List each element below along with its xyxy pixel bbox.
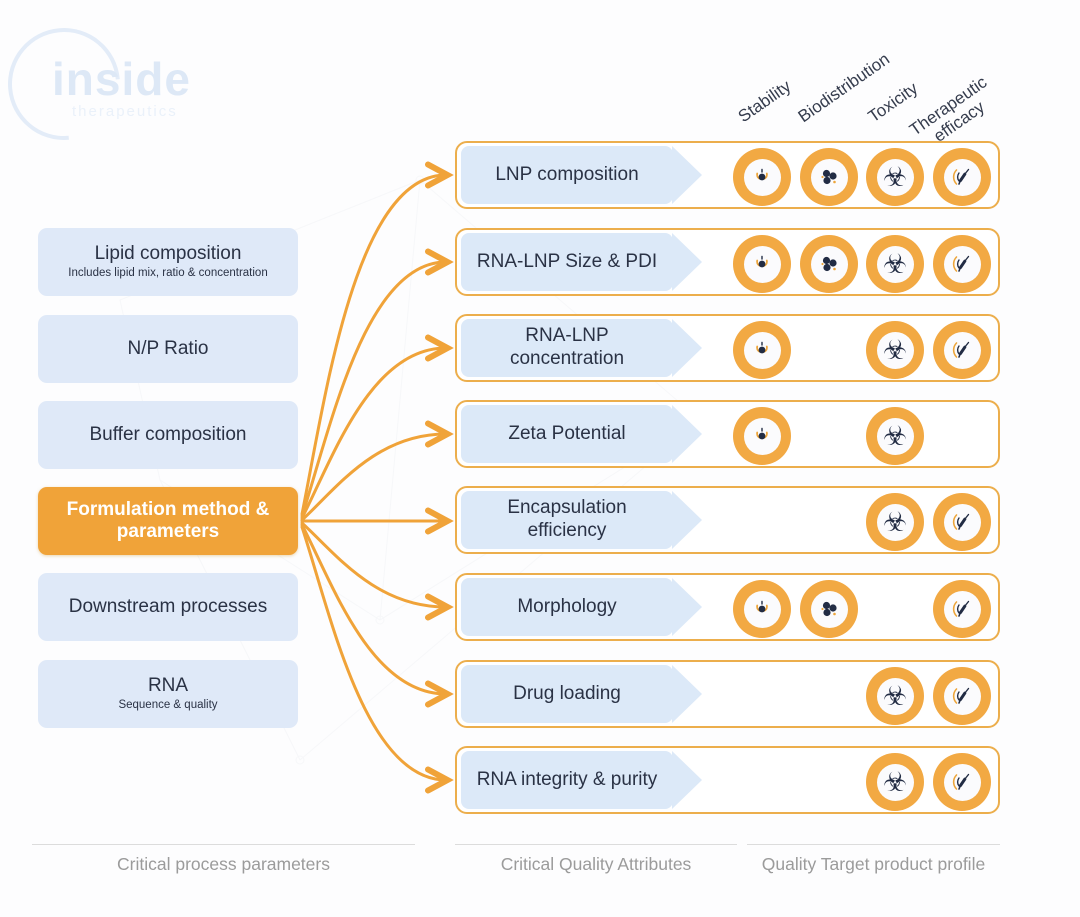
cqa-label-chevron: Drug loading — [461, 665, 702, 723]
biodistribution-icon — [800, 148, 858, 206]
cpp-label: Formulation method & parameters — [66, 499, 270, 542]
cpp-sublabel: Sequence & quality — [118, 699, 218, 712]
stability-icon — [733, 407, 791, 465]
cqa-label: RNA-LNP Size & PDI — [476, 250, 658, 272]
cqa-label: LNP composition — [495, 163, 639, 185]
qtpp-header-stability: Stability — [734, 76, 795, 127]
footer-label-critical-quality-attributes: Critical Quality Attributes — [500, 854, 692, 874]
cpp-box-buffer-composition: Buffer composition — [38, 401, 298, 469]
cqa-label-chevron: RNA integrity & purity — [461, 751, 702, 809]
cqa-row-zeta-potential: Zeta Potential ☣ — [455, 400, 1000, 468]
cqa-row-morphology: Morphology ☣ — [455, 573, 1000, 641]
footer-label-quality-target-product-profile: Quality Target product profile — [761, 854, 986, 874]
cqa-row-rna-lnp-concentration: RNA-LNP concentration ☣ — [455, 314, 1000, 382]
cqa-label-chevron: RNA-LNP concentration — [461, 319, 702, 377]
cqa-label: RNA-LNP concentration — [509, 325, 625, 369]
cqa-label-chevron: LNP composition — [461, 146, 702, 204]
cpp-sublabel: Includes lipid mix, ratio & concentratio… — [68, 267, 268, 280]
cqa-row-rna-lnp-size-pdi: RNA-LNP Size & PDI ☣ — [455, 228, 1000, 296]
biodistribution-icon — [800, 235, 858, 293]
cqa-row-lnp-composition: LNP composition ☣ — [455, 141, 1000, 209]
cqa-label-chevron: Zeta Potential — [461, 405, 702, 463]
cqa-label-chevron: Encapsulation efficiency — [461, 491, 702, 549]
therapeutic-efficacy-icon — [933, 148, 991, 206]
cpp-box-formulation-method: Formulation method & parameters — [38, 487, 298, 555]
biohazard-icon: ☣ — [866, 235, 924, 293]
cpp-label: N/P Ratio — [127, 338, 209, 360]
cqa-label: RNA integrity & purity — [476, 768, 658, 790]
therapeutic-efficacy-icon — [933, 235, 991, 293]
cpp-box-downstream-processes: Downstream processes — [38, 573, 298, 641]
therapeutic-efficacy-icon — [933, 493, 991, 551]
biohazard-icon: ☣ — [866, 148, 924, 206]
therapeutic-efficacy-icon — [933, 321, 991, 379]
footer-divider-middle — [455, 844, 737, 845]
cqa-label-chevron: Morphology — [461, 578, 702, 636]
cpp-box-rna: RNA Sequence & quality — [38, 660, 298, 728]
logo-tagline: therapeutics — [72, 103, 178, 120]
stability-icon — [733, 235, 791, 293]
biohazard-icon: ☣ — [866, 493, 924, 551]
cpp-box-lipid-composition: Lipid composition Includes lipid mix, ra… — [38, 228, 298, 296]
cqa-label: Morphology — [517, 595, 617, 617]
cpp-box-np-ratio: N/P Ratio — [38, 315, 298, 383]
biodistribution-icon — [800, 580, 858, 638]
biohazard-icon: ☣ — [866, 407, 924, 465]
footer-divider-left — [32, 844, 415, 845]
cpp-label: Buffer composition — [89, 424, 247, 446]
cqa-label: Zeta Potential — [508, 422, 626, 444]
cqa-row-drug-loading: Drug loading ☣ — [455, 660, 1000, 728]
cpp-label: Downstream processes — [68, 596, 268, 618]
biohazard-icon: ☣ — [866, 667, 924, 725]
cpp-label: RNA — [147, 675, 189, 697]
cqa-label: Drug loading — [513, 682, 621, 704]
stability-icon — [733, 321, 791, 379]
cqa-row-encapsulation-efficiency: Encapsulation efficiency ☣ — [455, 486, 1000, 554]
cqa-label: Encapsulation efficiency — [507, 497, 627, 541]
cpp-label: Lipid composition — [94, 243, 242, 265]
biohazard-icon: ☣ — [866, 753, 924, 811]
therapeutic-efficacy-icon — [933, 667, 991, 725]
biohazard-icon: ☣ — [866, 321, 924, 379]
cqa-row-rna-integrity-purity: RNA integrity & purity ☣ — [455, 746, 1000, 814]
therapeutic-efficacy-icon — [933, 580, 991, 638]
cqa-label-chevron: RNA-LNP Size & PDI — [461, 233, 702, 291]
logo-wordmark: inside — [52, 53, 191, 105]
footer-label-critical-process-parameters: Critical process parameters — [117, 854, 330, 874]
stability-icon — [733, 580, 791, 638]
stability-icon — [733, 148, 791, 206]
therapeutic-efficacy-icon — [933, 753, 991, 811]
footer-divider-right — [747, 844, 1000, 845]
